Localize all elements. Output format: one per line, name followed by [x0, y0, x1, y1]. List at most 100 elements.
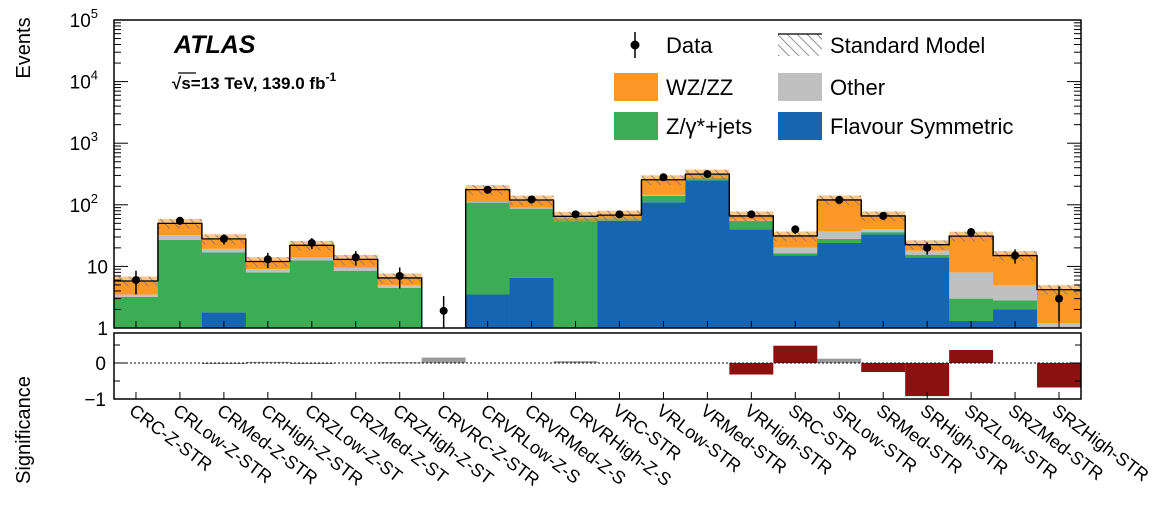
data-point	[395, 271, 404, 280]
data-point	[131, 276, 140, 285]
bar-other	[509, 207, 554, 209]
bar-z-jets	[201, 252, 247, 313]
bar-z-jets	[289, 260, 335, 328]
data-point	[967, 228, 976, 237]
significance-bar	[861, 363, 906, 372]
significance-bar	[1037, 363, 1081, 388]
significance-bars	[201, 345, 1081, 397]
energy-lumi-text: √s=13 TeV, 139.0 fb	[172, 74, 325, 93]
y-tick-exponent: 2	[91, 191, 98, 206]
y-tick-label: 1	[97, 319, 108, 340]
x-axis-tick-labels: CRC-Z-STRCRLow-Z-STRCRMed-Z-STRCRHigh-Z-…	[126, 400, 1153, 490]
legend-label-z-jets: Z/γ*+jets	[666, 114, 752, 139]
bar-z-jets	[465, 202, 510, 295]
data-point	[923, 243, 932, 252]
main-plot-frame	[113, 19, 1082, 329]
data-point	[219, 234, 228, 243]
ratio-tick-label: 0	[95, 354, 106, 375]
bar-flavour-symmetric	[509, 277, 554, 328]
y-tick-label: 105	[70, 6, 98, 32]
bar-other	[773, 247, 818, 254]
data-point	[791, 225, 800, 234]
bar-flavour-symmetric	[773, 255, 818, 328]
bar-flavour-symmetric	[597, 220, 642, 328]
bar-z-jets	[333, 270, 379, 328]
y-tick-base: 10	[70, 73, 91, 94]
y-tick-label: 102	[70, 191, 98, 217]
bar-z-jets	[729, 220, 774, 230]
y-tick-exponent: 4	[91, 68, 98, 83]
bar-other	[333, 267, 379, 271]
y-tick-base: 1	[97, 319, 108, 340]
legend-label-standard-model: Standard Model	[830, 33, 985, 58]
significance-bar	[729, 363, 774, 375]
bar-other	[993, 284, 1038, 301]
bar-other	[861, 229, 906, 233]
bar-z-jets	[245, 272, 291, 328]
bar-wz-zz	[773, 235, 818, 248]
data-point	[879, 211, 888, 220]
ratio-plot-frame	[113, 332, 1082, 400]
y-tick-base: 10	[70, 11, 91, 32]
bar-z-jets	[905, 254, 950, 258]
y-tick-base: 10	[87, 257, 108, 278]
significance-bar	[905, 363, 950, 397]
uncertainty-fill	[422, 337, 466, 346]
bar-z-jets	[949, 298, 994, 321]
data-points	[131, 170, 1064, 328]
y-tick-base: 10	[70, 196, 91, 217]
bar-flavour-symmetric	[905, 257, 950, 328]
data-point	[263, 255, 272, 264]
bar-other	[201, 248, 247, 253]
data-point	[835, 195, 844, 204]
legend-item-z-jets: Z/γ*+jets	[614, 112, 752, 140]
significance-bar	[773, 345, 818, 363]
significance-bar	[421, 357, 466, 363]
bar-z-jets	[157, 239, 203, 328]
data-point	[439, 306, 448, 315]
x-axis-ticks	[135, 321, 1060, 399]
legend-label-wz-zz: WZ/ZZ	[666, 75, 733, 100]
bar-flavour-symmetric	[817, 242, 862, 328]
lumi-unit-exponent: -1	[325, 70, 336, 84]
bar-z-jets	[553, 218, 598, 328]
bar-other	[157, 235, 203, 240]
legend-item-wz-zz: WZ/ZZ	[614, 73, 733, 101]
bar-flavour-symmetric	[729, 229, 774, 328]
bar-z-jets	[773, 253, 818, 256]
ratio-y-axis-label: Significance	[13, 376, 35, 484]
data-point	[571, 210, 580, 219]
bar-flavour-symmetric	[641, 202, 686, 328]
y-tick-exponent: 3	[91, 129, 98, 144]
bar-other	[949, 272, 994, 299]
bar-z-jets	[861, 232, 906, 235]
legend-item-standard-model: Standard Model	[778, 33, 985, 58]
bar-flavour-symmetric	[201, 312, 247, 328]
data-point	[1011, 251, 1020, 260]
bar-other	[817, 231, 862, 239]
data-point	[747, 210, 756, 219]
sm-total-outline	[114, 173, 1081, 328]
y-tick-label: 10	[87, 257, 108, 278]
legend-label-data: Data	[666, 33, 713, 58]
atlas-label: ATLAS	[173, 31, 256, 59]
data-point	[175, 216, 184, 225]
data-point	[703, 170, 712, 179]
bar-flavour-symmetric	[993, 309, 1038, 328]
bar-other	[641, 194, 686, 196]
bar-other	[289, 257, 335, 261]
y-axis-label: Events	[13, 17, 35, 78]
data-point	[1055, 294, 1064, 303]
bar-wz-zz	[949, 236, 994, 273]
legend-label-other: Other	[830, 75, 885, 100]
bar-other	[465, 201, 510, 203]
ratio-tick-label: −1	[84, 390, 106, 411]
significance-bar	[949, 350, 994, 363]
bar-z-jets	[817, 238, 862, 243]
bar-flavour-symmetric	[465, 294, 510, 328]
significance-bar	[553, 361, 598, 363]
bar-z-jets	[641, 195, 686, 203]
legend-item-flavour-symmetric: Flavour Symmetric	[778, 112, 1013, 140]
